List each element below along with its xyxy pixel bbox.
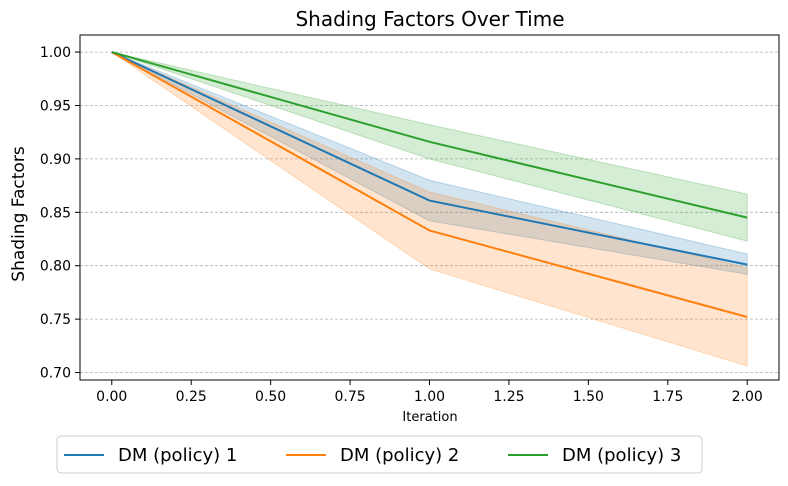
legend: DM (policy) 1 DM (policy) 2 DM (policy) 3 [56, 435, 703, 474]
x-tick-label: 1.75 [652, 389, 683, 405]
y-tick-label: 0.70 [40, 366, 71, 382]
x-tick-label: 0.75 [334, 389, 365, 405]
legend-box [56, 435, 703, 474]
legend-items: DM (policy) 1 DM (policy) 2 DM (policy) 3 [64, 445, 681, 466]
legend-label-series-3: DM (policy) 3 [562, 445, 681, 466]
line-series-1 [111, 51, 748, 266]
confidence-band-series-2 [111, 51, 748, 367]
x-axis-title: Iteration [402, 410, 457, 425]
chart-title: Shading Factors Over Time [295, 7, 564, 31]
y-tick-label: 1.00 [40, 45, 71, 61]
y-tick-label: 0.75 [40, 312, 71, 328]
y-tick-label: 0.95 [40, 98, 71, 114]
x-tick-label: 0.25 [176, 389, 207, 405]
y-tick-label: 0.80 [40, 259, 71, 275]
legend-label-series-1: DM (policy) 1 [118, 445, 237, 466]
line-series-3 [111, 51, 748, 219]
legend-label-series-2: DM (policy) 2 [340, 445, 459, 466]
series-lines [111, 51, 748, 318]
x-tick-label: 0.50 [255, 389, 286, 405]
y-axis-title: Shading Factors [9, 146, 29, 282]
x-tick-label: 1.25 [493, 389, 524, 405]
x-tick-label: 1.50 [573, 389, 604, 405]
x-tick-label: 1.00 [414, 389, 445, 405]
x-tick-label: 2.00 [732, 389, 763, 405]
y-axis-ticks: 0.70 0.75 0.80 0.85 0.90 0.95 1.00 [40, 45, 80, 382]
x-axis-ticks: 0.00 0.25 0.50 0.75 1.00 1.25 1.50 1.75 2.00 [96, 380, 763, 405]
grid-lines [80, 51, 779, 373]
x-tick-label: 0.00 [96, 389, 127, 405]
line-series-2 [111, 51, 748, 318]
y-tick-label: 0.85 [40, 205, 71, 221]
y-tick-label: 0.90 [40, 152, 71, 168]
